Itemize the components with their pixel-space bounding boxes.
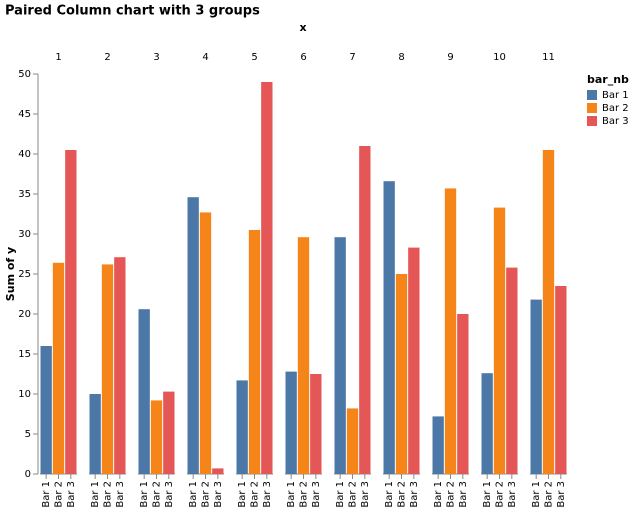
x-tick-label: Bar 3 — [164, 481, 175, 508]
bar — [261, 82, 273, 474]
column-header: 9 — [447, 52, 453, 63]
bar — [530, 299, 542, 474]
legend-swatch — [587, 90, 597, 100]
column-header: 1 — [55, 52, 61, 63]
bar — [187, 197, 199, 474]
bar — [555, 286, 567, 474]
legend-label: Bar 1 — [602, 90, 629, 101]
x-tick-label: Bar 2 — [103, 481, 114, 508]
x-tick-label: Bar 1 — [384, 481, 395, 508]
x-tick-label: Bar 1 — [433, 481, 444, 508]
legend-swatch — [587, 116, 597, 126]
bar — [65, 150, 77, 474]
column-header: 3 — [153, 52, 159, 63]
x-tick-label: Bar 2 — [299, 481, 310, 508]
x-tick-label: Bar 1 — [482, 481, 493, 508]
y-axis-title: Sum of y — [4, 247, 17, 301]
x-tick-label: Bar 2 — [348, 481, 359, 508]
x-tick-label: Bar 1 — [531, 481, 542, 508]
y-tick-label: 30 — [18, 229, 31, 240]
bar — [408, 247, 420, 474]
x-tick-label: Bar 2 — [397, 481, 408, 508]
bar — [493, 207, 506, 474]
x-tick-label: Bar 2 — [495, 481, 506, 508]
x-tick-label: Bar 1 — [90, 481, 101, 508]
x-tick-label: Bar 3 — [458, 481, 469, 508]
bar — [236, 380, 248, 474]
x-tick-label: Bar 3 — [311, 481, 322, 508]
x-tick-label: Bar 3 — [507, 481, 518, 508]
y-tick-label: 50 — [18, 69, 31, 80]
bar — [248, 230, 261, 474]
bar — [101, 264, 114, 474]
x-tick-label: Bar 2 — [544, 481, 555, 508]
x-tick-label: Bar 2 — [54, 481, 65, 508]
y-tick-label: 20 — [18, 309, 31, 320]
column-header: 10 — [493, 52, 506, 63]
y-tick-label: 35 — [18, 189, 31, 200]
x-tick-label: Bar 3 — [262, 481, 273, 508]
bar — [114, 257, 126, 474]
bar — [506, 267, 518, 474]
y-tick-label: 40 — [18, 149, 31, 160]
bar — [542, 150, 555, 474]
column-header: 6 — [300, 52, 306, 63]
bar — [346, 408, 359, 474]
y-tick-label: 25 — [18, 269, 31, 280]
bar — [212, 468, 224, 474]
x-tick-label: Bar 3 — [556, 481, 567, 508]
bar — [89, 394, 101, 474]
legend-label: Bar 2 — [602, 103, 629, 114]
y-tick-label: 10 — [18, 389, 31, 400]
bar — [297, 237, 310, 474]
bar — [310, 374, 322, 474]
x-tick-label: Bar 1 — [188, 481, 199, 508]
x-tick-label: Bar 1 — [335, 481, 346, 508]
x-tick-label: Bar 3 — [213, 481, 224, 508]
y-tick-label: 45 — [18, 109, 31, 120]
bar — [383, 181, 395, 474]
chart-title: Paired Column chart with 3 groups — [5, 4, 260, 19]
bar — [285, 371, 297, 474]
bar — [457, 314, 469, 474]
column-header: 11 — [542, 52, 555, 63]
column-header: 2 — [104, 52, 110, 63]
x-tick-label: Bar 1 — [139, 481, 150, 508]
bar — [138, 309, 150, 474]
x-tick-label: Bar 2 — [201, 481, 212, 508]
x-tick-label: Bar 2 — [152, 481, 163, 508]
x-tick-label: Bar 1 — [286, 481, 297, 508]
bar — [481, 373, 493, 474]
x-tick-label: Bar 1 — [41, 481, 52, 508]
y-tick-label: 5 — [25, 429, 31, 440]
legend-swatch — [587, 103, 597, 113]
bar — [199, 212, 212, 474]
bar — [444, 188, 457, 474]
x-tick-label: Bar 2 — [250, 481, 261, 508]
bar — [163, 391, 175, 474]
x-axis-title: x — [299, 21, 306, 34]
column-header: 8 — [398, 52, 404, 63]
bar — [395, 274, 408, 474]
y-tick-label: 0 — [25, 469, 31, 480]
x-tick-label: Bar 3 — [360, 481, 371, 508]
bar — [40, 346, 52, 474]
x-tick-label: Bar 3 — [66, 481, 77, 508]
column-header: 4 — [202, 52, 208, 63]
x-tick-label: Bar 3 — [115, 481, 126, 508]
x-tick-label: Bar 3 — [409, 481, 420, 508]
column-header: 5 — [251, 52, 257, 63]
x-tick-label: Bar 1 — [237, 481, 248, 508]
legend-label: Bar 3 — [602, 116, 629, 127]
column-header: 7 — [349, 52, 355, 63]
y-tick-label: 15 — [18, 349, 31, 360]
x-tick-label: Bar 2 — [446, 481, 457, 508]
bar — [334, 237, 346, 474]
bar — [359, 146, 371, 474]
bar — [52, 262, 65, 474]
bar — [432, 416, 444, 474]
legend-title: bar_nb — [587, 73, 629, 86]
bar — [150, 400, 163, 474]
